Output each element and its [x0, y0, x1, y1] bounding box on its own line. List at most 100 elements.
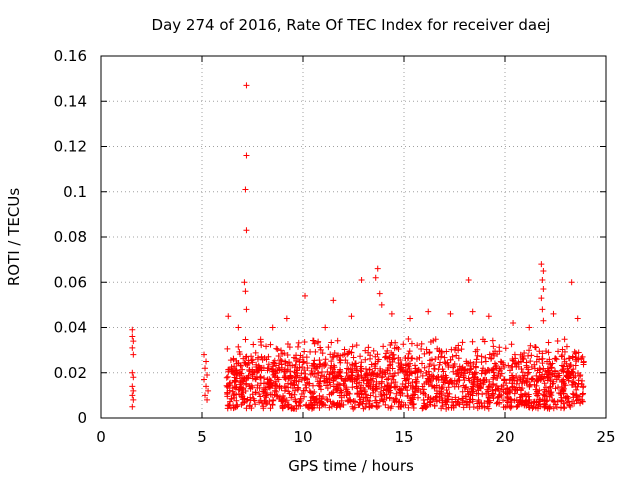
- data-point: [462, 393, 469, 400]
- data-point: [574, 315, 581, 322]
- data-point: [452, 344, 459, 351]
- data-point: [548, 364, 555, 371]
- data-point: [286, 359, 293, 366]
- data-point: [317, 375, 324, 382]
- data-point: [304, 365, 311, 372]
- data-point: [365, 376, 372, 383]
- data-point: [399, 364, 406, 371]
- data-point: [333, 385, 340, 392]
- data-point: [238, 362, 245, 369]
- data-point: [498, 392, 505, 399]
- data-point: [396, 366, 403, 373]
- data-point: [471, 370, 478, 377]
- data-point: [337, 390, 344, 397]
- data-point: [249, 366, 256, 373]
- data-point: [362, 388, 369, 395]
- data-point: [376, 290, 383, 297]
- data-point: [348, 372, 355, 379]
- data-point: [254, 356, 261, 363]
- data-point: [244, 361, 251, 368]
- data-point: [230, 356, 237, 363]
- data-point: [432, 394, 439, 401]
- data-point: [490, 365, 497, 372]
- data-point: [364, 369, 371, 376]
- data-point: [574, 383, 581, 390]
- data-point: [450, 403, 457, 410]
- data-point: [485, 388, 492, 395]
- data-point: [512, 360, 519, 367]
- data-point: [422, 404, 429, 411]
- data-point: [440, 373, 447, 380]
- data-point: [224, 383, 231, 390]
- data-point: [355, 371, 362, 378]
- data-point: [281, 350, 288, 357]
- data-point: [580, 390, 587, 397]
- data-point: [508, 341, 515, 348]
- data-point: [421, 364, 428, 371]
- data-point: [352, 375, 359, 382]
- data-point: [494, 351, 501, 358]
- data-point: [312, 365, 319, 372]
- data-point: [459, 339, 466, 346]
- data-point: [375, 402, 382, 409]
- data-point: [284, 340, 291, 347]
- data-point: [518, 380, 525, 387]
- data-point: [534, 392, 541, 399]
- data-point: [409, 355, 416, 362]
- data-point: [501, 376, 508, 383]
- data-point: [543, 348, 550, 355]
- data-point: [563, 369, 570, 376]
- data-point: [226, 380, 233, 387]
- data-point: [313, 374, 320, 381]
- data-point: [235, 343, 242, 350]
- data-point: [311, 370, 318, 377]
- data-point: [579, 353, 586, 360]
- data-point: [325, 344, 332, 351]
- data-point: [407, 397, 414, 404]
- data-point: [356, 401, 363, 408]
- data-point: [548, 365, 555, 372]
- data-point: [336, 366, 343, 373]
- data-point: [205, 387, 212, 394]
- data-point: [269, 324, 276, 331]
- data-point: [528, 400, 535, 407]
- data-point: [374, 351, 381, 358]
- y-tick-label: 0.1: [63, 183, 87, 201]
- data-point: [405, 393, 412, 400]
- data-point: [469, 338, 476, 345]
- data-point: [413, 379, 420, 386]
- data-point: [431, 365, 438, 372]
- data-point: [406, 348, 413, 355]
- data-point: [281, 374, 288, 381]
- data-point: [261, 354, 268, 361]
- data-point: [490, 391, 497, 398]
- data-point: [227, 357, 234, 364]
- data-point: [509, 356, 516, 363]
- data-point: [283, 315, 290, 322]
- data-point: [564, 373, 571, 380]
- data-point: [539, 276, 546, 283]
- data-point: [357, 367, 364, 374]
- data-point: [540, 286, 547, 293]
- data-point: [299, 359, 306, 366]
- data-point: [226, 401, 233, 408]
- data-point: [250, 395, 257, 402]
- data-point: [571, 400, 578, 407]
- data-point: [370, 370, 377, 377]
- data-point: [482, 358, 489, 365]
- data-point: [509, 363, 516, 370]
- data-point: [460, 374, 467, 381]
- data-point: [302, 387, 309, 394]
- data-point: [578, 381, 585, 388]
- data-point: [561, 385, 568, 392]
- data-point: [431, 402, 438, 409]
- data-point: [338, 397, 345, 404]
- data-point: [402, 383, 409, 390]
- data-point: [300, 358, 307, 365]
- data-point: [362, 356, 369, 363]
- data-point: [130, 396, 137, 403]
- data-point: [453, 352, 460, 359]
- data-point: [316, 404, 323, 411]
- data-point: [546, 404, 553, 411]
- data-point: [239, 378, 246, 385]
